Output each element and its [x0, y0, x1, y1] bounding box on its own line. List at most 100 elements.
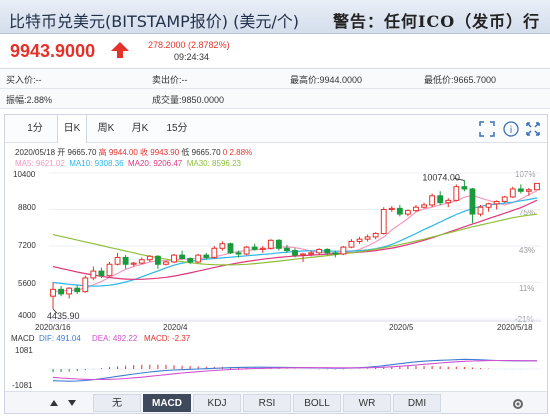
y-tick: 7200	[18, 241, 36, 250]
stat-label: 卖出价:	[152, 75, 182, 85]
macd-y-tick: 1081	[15, 346, 33, 355]
page-title: 比特币兑美元(BITSTAMP报价) (美元/个)	[9, 12, 300, 31]
indicator-tabs: 无 MACD KDJ RSI BOLL WR DMI	[5, 391, 547, 413]
candle-body	[163, 261, 169, 265]
next-arrow-icon[interactable]	[65, 396, 79, 410]
candle-body	[195, 254, 202, 263]
dea-line	[52, 359, 537, 381]
candle-body	[324, 248, 331, 254]
candle-body	[316, 248, 323, 254]
candle-body	[90, 270, 97, 279]
indicator-tab-boll[interactable]: BOLL	[293, 394, 341, 412]
candle-body	[534, 182, 540, 191]
title-bar: 比特币兑美元(BITSTAMP报价) (美元/个) 警告：任何ICO（发币）行	[0, 0, 550, 34]
indicator-tab-wr[interactable]: WR	[343, 394, 391, 412]
high-marker	[454, 178, 465, 181]
svg-text:i: i	[510, 125, 513, 136]
low-marker	[52, 308, 58, 314]
dif-line	[52, 358, 537, 382]
stat-value: --	[35, 75, 42, 85]
candle-body	[171, 254, 177, 263]
ohlc-info: 2020/05/18 开 9665.70 高 9944.00 收 9943.90…	[15, 147, 252, 158]
up-arrow-icon	[111, 42, 129, 58]
tab-monthly[interactable]: 月K	[131, 123, 149, 134]
candle-body	[413, 206, 419, 212]
candle-body	[267, 239, 274, 249]
y-tick: 5600	[18, 279, 36, 288]
candle-body	[332, 252, 339, 255]
indicator-tab-rsi[interactable]: RSI	[243, 394, 291, 412]
macd-y-tick: -1081	[12, 381, 33, 390]
candle-body	[114, 256, 121, 265]
y-tick: 10400	[13, 170, 36, 179]
period-tabs: 1分 日K 周K 月K 15分 i	[5, 115, 547, 143]
candle-body	[275, 239, 282, 249]
candle-body	[138, 259, 145, 264]
indicator-tab-kdj[interactable]: KDJ	[193, 394, 241, 412]
macd-value: MACD: -2.37	[144, 334, 191, 343]
stats-row: 买入价:-- 卖出价:-- 最高价:9944.0000 最低价:9665.700…	[0, 69, 550, 89]
candle-body	[243, 246, 250, 255]
tab-15min[interactable]: 15分	[166, 123, 188, 134]
ma-line-ma20	[52, 199, 538, 280]
indicator-tab-macd[interactable]: MACD	[143, 394, 191, 412]
candle-body	[340, 246, 347, 255]
tab-daily[interactable]: 日K	[57, 115, 87, 143]
candle-body	[187, 258, 194, 263]
info-icon[interactable]: i	[503, 121, 519, 137]
pct-tick: 43%	[519, 246, 536, 255]
candle-body	[66, 287, 73, 295]
ohlc-low: 低 9665.70	[181, 148, 221, 157]
crosshair-icon[interactable]	[479, 121, 495, 137]
ohlc-date: 2020/05/18	[15, 148, 56, 157]
kline-chart-panel: 1分 日K 周K 月K 15分 i 2020/05/18 开 9665.70 高…	[4, 114, 548, 414]
candle-body	[58, 288, 65, 295]
ma-line-ma10	[52, 197, 538, 287]
dif-value: DIF: 491.04	[39, 334, 81, 343]
candle-body	[356, 238, 363, 242]
ma10-value: MA10: 9308.36	[69, 159, 124, 168]
stat-label: 买入价:	[6, 75, 36, 85]
stat-value: 9850.0000	[181, 95, 225, 105]
candle-body	[211, 247, 218, 258]
ohlc-change: 0	[222, 148, 228, 157]
indicator-tab-dmi[interactable]: DMI	[393, 394, 441, 412]
indicator-tab-none[interactable]: 无	[93, 394, 141, 412]
settings-icon[interactable]	[511, 397, 525, 411]
ma5-value: MA5: 9621.02	[15, 159, 65, 168]
candle-body	[300, 253, 306, 256]
tab-weekly[interactable]: 周K	[97, 123, 115, 134]
candle-body	[284, 247, 290, 252]
candle-body	[388, 207, 395, 210]
ma-info: MA5: 9621.02 MA10: 9308.36 MA20: 9206.47…	[15, 159, 241, 168]
candle-body	[179, 254, 186, 260]
bid-stat: 买入价:--	[6, 73, 42, 86]
candle-body	[98, 270, 105, 277]
ma30-value: MA30: 8596.23	[186, 159, 241, 168]
candle-body	[219, 243, 226, 249]
fullscreen-icon[interactable]	[525, 121, 541, 137]
ask-stat: 卖出价:--	[152, 73, 188, 86]
macd-label: MACD	[11, 334, 35, 343]
candle-body	[445, 199, 452, 204]
stat-label: 最低价:	[424, 75, 454, 85]
prev-arrow-icon[interactable]	[47, 396, 61, 410]
quote-time: 09:24:34	[174, 52, 210, 62]
candle-body	[308, 252, 315, 255]
candle-body	[82, 277, 89, 293]
candle-body	[437, 195, 444, 204]
dea-value: DEA: 492.22	[91, 334, 138, 343]
x-tick: 2020/5	[389, 323, 414, 332]
y-tick: 4000	[18, 311, 36, 320]
ma-line-ma5	[52, 190, 538, 293]
stat-value: --	[181, 75, 188, 85]
ma-line-ma30	[52, 213, 538, 266]
ohlc-close: 收 9943.90	[140, 148, 180, 157]
candle-body	[364, 236, 371, 240]
candle-body	[50, 288, 56, 297]
tab-1min[interactable]: 1分	[27, 123, 43, 134]
candle-body	[477, 206, 484, 215]
candle-body	[525, 189, 532, 192]
candle-body	[404, 210, 411, 215]
stat-label: 振幅:	[6, 95, 27, 105]
